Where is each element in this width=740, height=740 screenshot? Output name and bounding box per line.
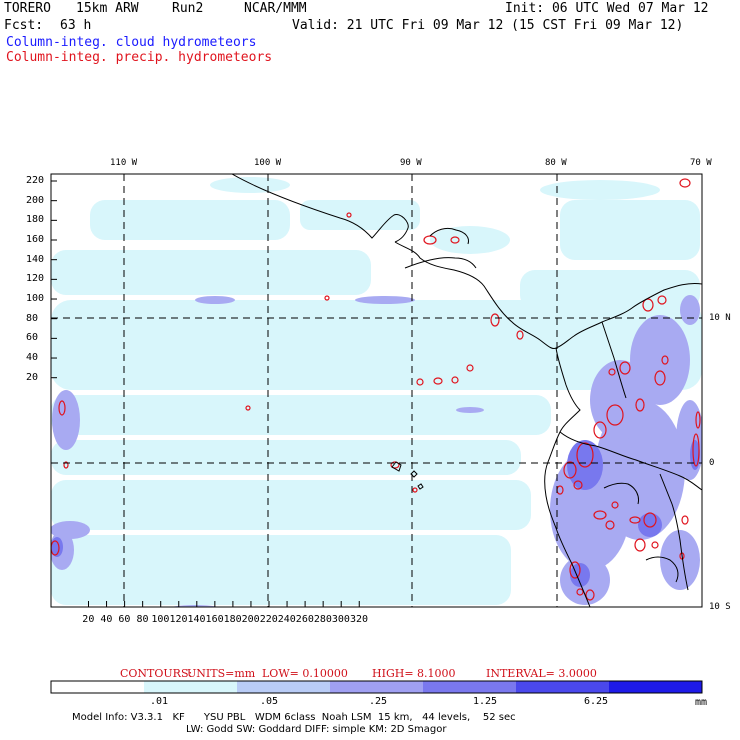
- x-tick-label: 240: [277, 614, 296, 625]
- lat-label-10n: 10 N: [709, 313, 731, 323]
- colorbar-label-125: 1.25: [473, 696, 498, 707]
- x-tick-label: 160: [205, 614, 224, 625]
- colorbar-label-005: .05: [260, 696, 279, 707]
- y-tick-label: 120: [26, 273, 45, 285]
- x-tick-label: 180: [223, 614, 242, 625]
- lon-label-70w: 70 W: [690, 158, 712, 168]
- x-tick-label: 40: [100, 614, 113, 625]
- x-tick-label: 80: [136, 614, 149, 625]
- y-tick-label: 200: [26, 194, 45, 206]
- colorbar: [50, 680, 703, 694]
- x-tick-label: 300: [331, 614, 350, 625]
- contours-units: UNITS=mm: [187, 667, 256, 680]
- colorbar-unit: mm: [695, 697, 708, 708]
- lon-label-110w: 110 W: [110, 158, 138, 168]
- x-tick-label: 60: [118, 614, 131, 625]
- org-label: NCAR/MMM: [244, 1, 307, 16]
- y-tick-label: 80: [26, 312, 39, 324]
- colorbar-label-625: 6.25: [584, 696, 609, 707]
- y-tick-label: 40: [26, 352, 39, 364]
- y-tick-label: 100: [26, 293, 45, 305]
- colorbar-segment: [237, 681, 330, 693]
- colorbar-label-025: .25: [369, 696, 388, 707]
- y-tick-label: 140: [26, 253, 45, 265]
- model-name: TORERO: [4, 1, 51, 16]
- model-resolution: 15km ARW: [76, 1, 139, 16]
- colorbar-segment: [330, 681, 423, 693]
- lon-label-100w: 100 W: [254, 158, 282, 168]
- colorbar-segment: [144, 681, 237, 693]
- x-tick-label: 200: [241, 614, 260, 625]
- fcst-label: Fcst:: [4, 18, 44, 33]
- contours-high: HIGH= 8.1000: [372, 667, 456, 680]
- valid-time: Valid: 21 UTC Fri 09 Mar 12 (15 CST Fri …: [292, 18, 684, 33]
- model-info-line2: LW: Godd SW: Goddard DIFF: simple KM: 2D…: [186, 724, 447, 735]
- y-tick-label: 180: [26, 214, 45, 226]
- lat-label-0: 0: [709, 458, 715, 468]
- model-info-line1: Model Info: V3.3.1 KF YSU PBL WDM 6class…: [72, 712, 516, 723]
- x-tick-label: 280: [313, 614, 332, 625]
- y-tick-label: 220: [26, 175, 45, 186]
- graticule: [51, 174, 702, 607]
- colorbar-segment: [516, 681, 609, 693]
- x-tick-label: 120: [169, 614, 188, 625]
- x-tick-label: 20: [82, 614, 95, 625]
- contours-low: LOW= 0.10000: [262, 667, 348, 680]
- colorbar-segment: [609, 681, 702, 693]
- colorbar-frame: [50, 680, 703, 694]
- fcst-value: 63 h: [60, 18, 92, 33]
- colorbar-segment: [423, 681, 516, 693]
- contours-prefix: CONTOURS:: [120, 667, 193, 680]
- lon-label-90w: 90 W: [400, 158, 422, 168]
- init-time: Init: 06 UTC Wed 07 Mar 12: [505, 1, 709, 16]
- x-tick-label: 140: [187, 614, 206, 625]
- contours-interval: INTERVAL= 3.0000: [486, 667, 597, 680]
- colorbar-segment: [51, 681, 144, 693]
- precip-contours: [51, 178, 701, 601]
- x-tick-label: 100: [151, 614, 170, 625]
- lat-label-10s: 10 S: [709, 602, 731, 612]
- x-tick-label: 320: [349, 614, 368, 625]
- colorbar-label-001: .01: [150, 696, 169, 707]
- field-cloud-label: Column-integ. cloud hydrometeors: [6, 35, 257, 50]
- x-tick-label: 260: [295, 614, 314, 625]
- y-tick-label: 60: [26, 332, 39, 344]
- cloud-field: [51, 174, 702, 607]
- field-precip-label: Column-integ. precip. hydrometeors: [6, 50, 273, 65]
- run-label: Run2: [172, 1, 204, 16]
- lon-label-80w: 80 W: [545, 158, 567, 168]
- y-tick-label: 20: [26, 371, 39, 383]
- x-tick-label: 220: [259, 614, 278, 625]
- coastlines: [231, 174, 702, 607]
- y-tick-label: 160: [26, 234, 45, 245]
